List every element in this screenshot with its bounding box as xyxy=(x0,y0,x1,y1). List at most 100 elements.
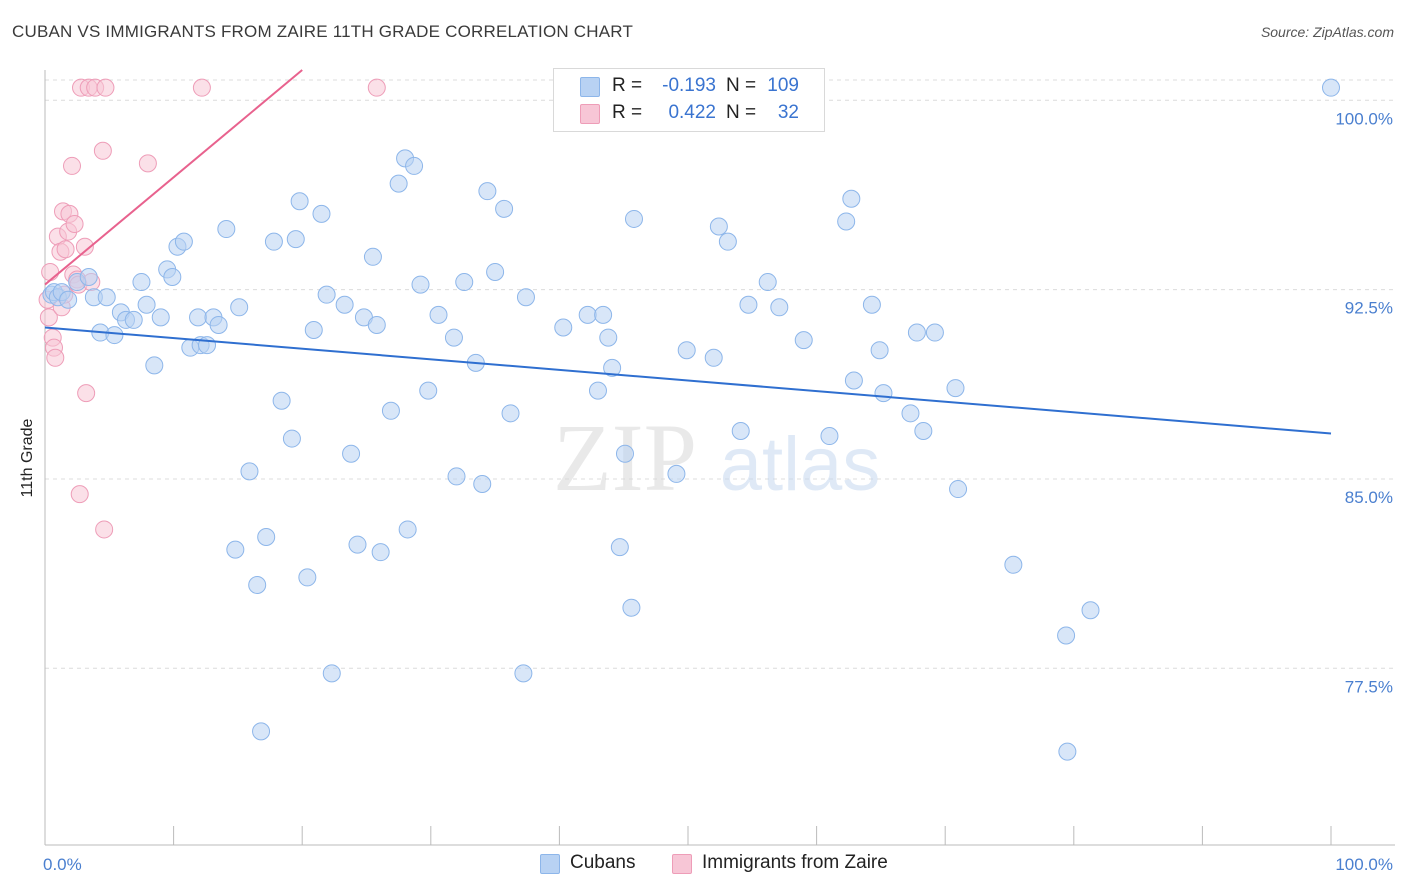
cuban-point xyxy=(624,209,643,228)
zaire-point xyxy=(70,485,89,504)
cuban-point xyxy=(516,288,535,307)
cuban-point xyxy=(837,212,856,231)
cuban-point xyxy=(124,310,143,329)
cuban-point xyxy=(132,273,151,292)
cuban-point xyxy=(667,464,686,483)
n-label: N = xyxy=(726,75,757,96)
n-value: 32 xyxy=(777,102,799,123)
cuban-point xyxy=(335,295,354,314)
tick-labels: 77.5% 85.0% 92.5% 100.0% 0.0% 100.0% xyxy=(43,109,1393,874)
r-value: -0.193 xyxy=(662,75,716,96)
cuban-point xyxy=(946,379,965,398)
zaire-point xyxy=(65,214,84,233)
cuban-point xyxy=(677,341,696,360)
cuban-point xyxy=(59,290,78,309)
cuban-point xyxy=(478,182,497,201)
cuban-point xyxy=(348,535,367,554)
cuban-point xyxy=(105,326,124,345)
cuban-point xyxy=(1057,626,1076,645)
grid-lines xyxy=(45,79,1395,669)
cuban-point xyxy=(217,220,236,239)
cuban-point xyxy=(163,268,182,287)
cuban-point xyxy=(97,288,116,307)
cuban-point xyxy=(844,371,863,390)
cuban-point xyxy=(389,174,408,193)
zaire-point xyxy=(41,262,60,281)
cuban-point xyxy=(603,358,622,377)
cubans-swatch xyxy=(580,77,600,97)
cuban-point xyxy=(870,341,889,360)
cuban-point xyxy=(1058,742,1077,761)
cuban-point xyxy=(257,528,276,547)
cuban-point xyxy=(709,217,728,236)
r-label: R = xyxy=(612,102,643,123)
zaire-points xyxy=(38,78,386,539)
cuban-point xyxy=(588,381,607,400)
zaire-trend-line xyxy=(44,69,303,286)
cuban-point xyxy=(820,427,839,446)
legend-cubans-swatch[interactable] xyxy=(540,854,560,874)
zaire-point xyxy=(63,156,82,175)
zaire-point xyxy=(39,308,58,327)
source-credit: Source: ZipAtlas.com xyxy=(1260,24,1394,40)
stats-row-zaire: R = 0.422 N = 32 xyxy=(554,100,824,126)
cuban-point xyxy=(610,538,629,557)
stats-legend: R = -0.193 N = 109 R = 0.422 N = 32 xyxy=(553,68,825,132)
cuban-point xyxy=(304,321,323,340)
cuban-point xyxy=(79,268,98,287)
cuban-point xyxy=(718,232,737,251)
cuban-point xyxy=(704,348,723,367)
axes xyxy=(44,70,1395,846)
cuban-point xyxy=(298,568,317,587)
cuban-point xyxy=(1004,555,1023,574)
y-tick-label: 85.0% xyxy=(1345,488,1393,507)
cuban-point xyxy=(248,575,267,594)
cuban-point xyxy=(419,381,438,400)
cuban-point xyxy=(151,308,170,327)
zaire-swatch xyxy=(580,104,600,124)
cuban-point xyxy=(137,295,156,314)
cuban-point xyxy=(371,543,390,562)
cuban-point xyxy=(252,722,271,741)
n-label: N = xyxy=(726,102,757,123)
cuban-point xyxy=(189,308,208,327)
cuban-point xyxy=(444,328,463,347)
zaire-point xyxy=(75,237,94,256)
cuban-point xyxy=(264,232,283,251)
cuban-point xyxy=(198,336,217,355)
cuban-point xyxy=(495,199,514,218)
cuban-point xyxy=(594,305,613,324)
cuban-point xyxy=(209,315,228,334)
cuban-point xyxy=(429,305,448,324)
cuban-point xyxy=(1081,601,1100,620)
cuban-point xyxy=(842,189,861,208)
cuban-point xyxy=(398,520,417,539)
legend-zaire-swatch[interactable] xyxy=(672,854,692,874)
zaire-point xyxy=(77,384,96,403)
cuban-point xyxy=(455,273,474,292)
cuban-point xyxy=(322,664,341,683)
cuban-point xyxy=(901,404,920,423)
cuban-point xyxy=(731,421,750,440)
y-tick-label: 92.5% xyxy=(1345,299,1393,318)
legend-zaire-label[interactable]: Immigrants from Zaire xyxy=(702,852,888,873)
cuban-point xyxy=(914,421,933,440)
cuban-point xyxy=(282,429,301,448)
x-tick-label: 100.0% xyxy=(1335,855,1393,874)
series-legend: Cubans Immigrants from Zaire xyxy=(0,852,1406,878)
y-tick-label: 100.0% xyxy=(1335,109,1393,128)
cuban-point xyxy=(411,275,430,294)
cuban-point xyxy=(405,156,424,175)
zaire-point xyxy=(96,78,115,97)
zaire-point xyxy=(93,141,112,160)
legend-cubans-label[interactable]: Cubans xyxy=(570,852,636,873)
zaire-point xyxy=(192,78,211,97)
cuban-point xyxy=(758,273,777,292)
cuban-point xyxy=(226,540,245,559)
cuban-point xyxy=(615,444,634,463)
cuban-point xyxy=(317,285,336,304)
cuban-point xyxy=(874,384,893,403)
cuban-point xyxy=(862,295,881,314)
cuban-point xyxy=(272,391,291,410)
cuban-point xyxy=(770,298,789,317)
